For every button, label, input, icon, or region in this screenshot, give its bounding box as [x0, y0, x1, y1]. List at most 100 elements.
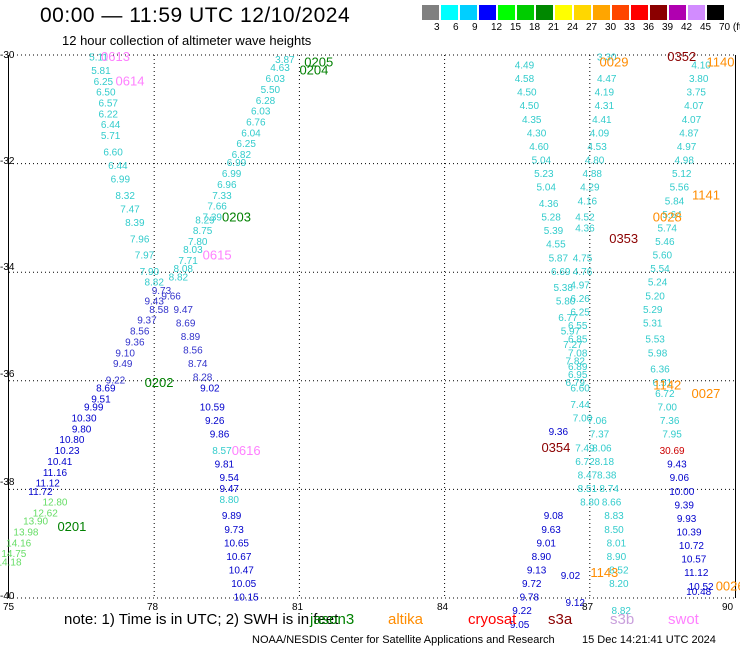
wave-height-value: 10.57 [681, 555, 706, 566]
satellite-key-jason3: jason3 [310, 611, 355, 628]
wave-height-value: 3.87 [275, 55, 295, 66]
wave-height-value: 4.80 [585, 156, 605, 167]
wave-height-value: 8.03 [183, 245, 203, 256]
wave-height-value: 10.30 [72, 413, 97, 424]
wave-height-value: 5.54 [650, 264, 670, 275]
wave-height-value: 10.15 [234, 593, 259, 604]
wave-height-value: 9.43 [144, 297, 164, 308]
wave-height-value: 5.29 [643, 305, 663, 316]
wave-height-value: 4.49 [515, 61, 535, 72]
wave-height-value: 5.80 [556, 297, 576, 308]
wave-height-value: 4.60 [529, 142, 549, 153]
wave-height-value: 6.55 [568, 321, 588, 332]
wave-height-value: 9.66 [161, 291, 181, 302]
wave-height-value: 4.63 [270, 63, 290, 74]
wave-height-value: 7.47 [120, 204, 140, 215]
wave-height-value: 4.47 [597, 74, 617, 85]
wave-height-value: 8.74 [599, 484, 619, 495]
note-text: note: 1) Time is in UTC; 2) SWH is in fe… [64, 611, 339, 628]
wave-height-value: 5.46 [655, 237, 675, 248]
wave-height-value: 8.75 [193, 226, 213, 237]
satellite-key-altika: altika [388, 611, 424, 628]
wave-height-value: 8.50 [604, 525, 624, 536]
pass-label: 0613 [101, 49, 130, 64]
wave-height-value: 9.73 [224, 525, 244, 536]
wave-height-value: 8.39 [125, 218, 145, 229]
wave-height-value: 9.43 [667, 460, 687, 471]
wave-height-value: 9.22 [106, 375, 126, 386]
legend-label: 42 [681, 22, 693, 33]
wave-height-value: 6.72 [655, 389, 675, 400]
legend-swatch [536, 5, 553, 20]
wave-height-value: 8.90 [607, 552, 627, 563]
wave-height-value: 8.18 [595, 457, 615, 468]
wave-height-value: 5.98 [648, 348, 668, 359]
wave-height-value: 9.37 [137, 316, 157, 327]
wave-height-value: 8.66 [602, 498, 622, 509]
wave-height-value: 6.03 [265, 74, 285, 85]
wave-height-value: 6.99 [111, 175, 131, 186]
wave-height-value: 9.36 [125, 337, 145, 348]
wave-height-value: 4.41 [592, 115, 612, 126]
wave-height-value: 5.39 [544, 226, 564, 237]
wave-height-value: 14.75 [1, 549, 26, 560]
lon-label: 87 [582, 602, 594, 613]
wave-height-value: 6.60 [570, 384, 590, 395]
wave-height-value: 8.82 [612, 606, 632, 617]
wave-height-value: 9.73 [152, 286, 172, 297]
lat-label: -34 [0, 262, 15, 273]
wave-height-value: 9.47 [174, 305, 194, 316]
wave-height-value: 8.06 [592, 443, 612, 454]
wave-height-value: 5.56 [670, 183, 690, 194]
wave-height-value: 9.63 [541, 525, 561, 536]
legend-label: 70 (ft) [719, 22, 740, 33]
legend-swatch [422, 5, 439, 20]
wave-height-value: 7.06 [587, 416, 607, 427]
wave-height-value: 4.52 [575, 213, 595, 224]
wave-height-value: 9.47 [219, 484, 239, 495]
wave-height-value: 4.76 [573, 267, 593, 278]
wave-height-value: 5.31 [643, 318, 663, 329]
legend-label: 24 [567, 22, 579, 33]
wave-height-value: 7.39 [203, 213, 223, 224]
wave-height-value: 9.51 [91, 394, 111, 405]
pass-label: 1143 [590, 565, 618, 580]
lat-label: -40 [0, 591, 15, 602]
wave-height-value: 9.54 [219, 473, 239, 484]
pass-label: 1140 [706, 55, 734, 70]
wave-height-value: 7.95 [662, 430, 682, 441]
satellite-key-s3b: s3b [610, 611, 635, 628]
wave-height-value: 5.74 [658, 223, 678, 234]
wave-height-value: 8.82 [144, 278, 164, 289]
wave-height-value: 4.31 [595, 101, 615, 112]
wave-height-value: 9.05 [510, 620, 530, 631]
wave-height-value: 5.12 [672, 169, 692, 180]
wave-height-value: 4.07 [682, 115, 702, 126]
wave-height-value: 7.96 [130, 234, 150, 245]
wave-height-value: 4.75 [573, 253, 593, 264]
wave-height-value: 5.64 [662, 210, 682, 221]
wave-height-value: 4.87 [679, 128, 699, 139]
wave-height-value: 4.36 [575, 223, 595, 234]
wave-height-value: 7.44 [570, 400, 590, 411]
wave-height-value: 9.06 [670, 473, 690, 484]
map-title: 00:00 — 11:59 UTC 12/10/2024 [40, 4, 351, 27]
wave-height-value: 7.08 [568, 348, 588, 359]
legend-swatch [479, 5, 496, 20]
legend-swatch [517, 5, 534, 20]
wave-height-value: 6.25 [570, 308, 590, 319]
legend-swatch [612, 5, 629, 20]
wave-height-value: 6.99 [227, 158, 247, 169]
pass-label: 0615 [203, 247, 232, 262]
satellite-key-cryosat: cryosat [468, 611, 517, 628]
wave-height-value: 9.02 [200, 384, 220, 395]
wave-height-value: 13.90 [23, 517, 48, 528]
wave-height-value: 4.50 [520, 101, 540, 112]
legend-label: 6 [453, 22, 459, 33]
wave-height-value: 5.84 [665, 196, 685, 207]
wave-height-value: 5.24 [648, 278, 668, 289]
wave-height-value: 8.82 [169, 272, 189, 283]
wave-height-value: 9.08 [544, 511, 564, 522]
wave-height-value: 4.30 [527, 128, 547, 139]
wave-height-value: 6.25 [94, 77, 114, 88]
